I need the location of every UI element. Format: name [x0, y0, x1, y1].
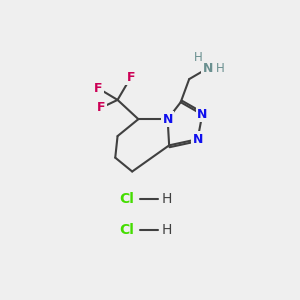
- Text: F: F: [126, 71, 135, 84]
- Text: H: H: [216, 62, 225, 75]
- Text: Cl: Cl: [119, 192, 134, 206]
- Text: H: H: [194, 51, 203, 64]
- Text: F: F: [94, 82, 103, 95]
- Text: H: H: [162, 192, 172, 206]
- Text: Cl: Cl: [119, 223, 134, 237]
- Text: H: H: [162, 223, 172, 237]
- Text: N: N: [193, 133, 203, 146]
- Text: N: N: [162, 113, 173, 126]
- Text: N: N: [197, 108, 207, 121]
- Text: N: N: [202, 62, 213, 75]
- Text: F: F: [97, 101, 106, 114]
